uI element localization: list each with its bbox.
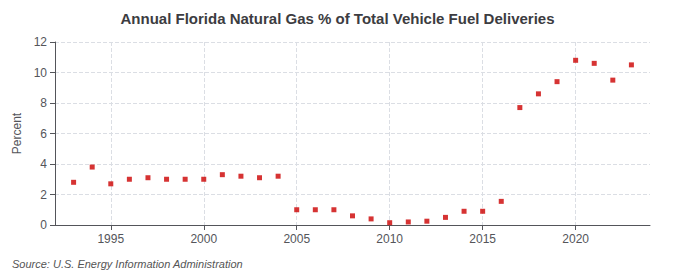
svg-text:8: 8	[40, 96, 47, 110]
svg-text:2000: 2000	[190, 232, 217, 246]
svg-text:2015: 2015	[469, 232, 496, 246]
svg-text:2010: 2010	[376, 232, 403, 246]
svg-text:Percent: Percent	[10, 112, 24, 154]
svg-text:2005: 2005	[283, 232, 310, 246]
svg-text:4: 4	[40, 157, 47, 171]
svg-text:2020: 2020	[562, 232, 589, 246]
svg-text:1995: 1995	[97, 232, 124, 246]
svg-text:10: 10	[34, 66, 48, 80]
svg-text:0: 0	[40, 218, 47, 232]
svg-text:Annual Florida Natural Gas % o: Annual Florida Natural Gas % of Total Ve…	[120, 10, 554, 27]
svg-text:Source: U.S. Energy Informatio: Source: U.S. Energy Information Administ…	[12, 258, 243, 270]
svg-text:12: 12	[34, 35, 48, 49]
svg-text:6: 6	[40, 127, 47, 141]
svg-text:2: 2	[40, 188, 47, 202]
